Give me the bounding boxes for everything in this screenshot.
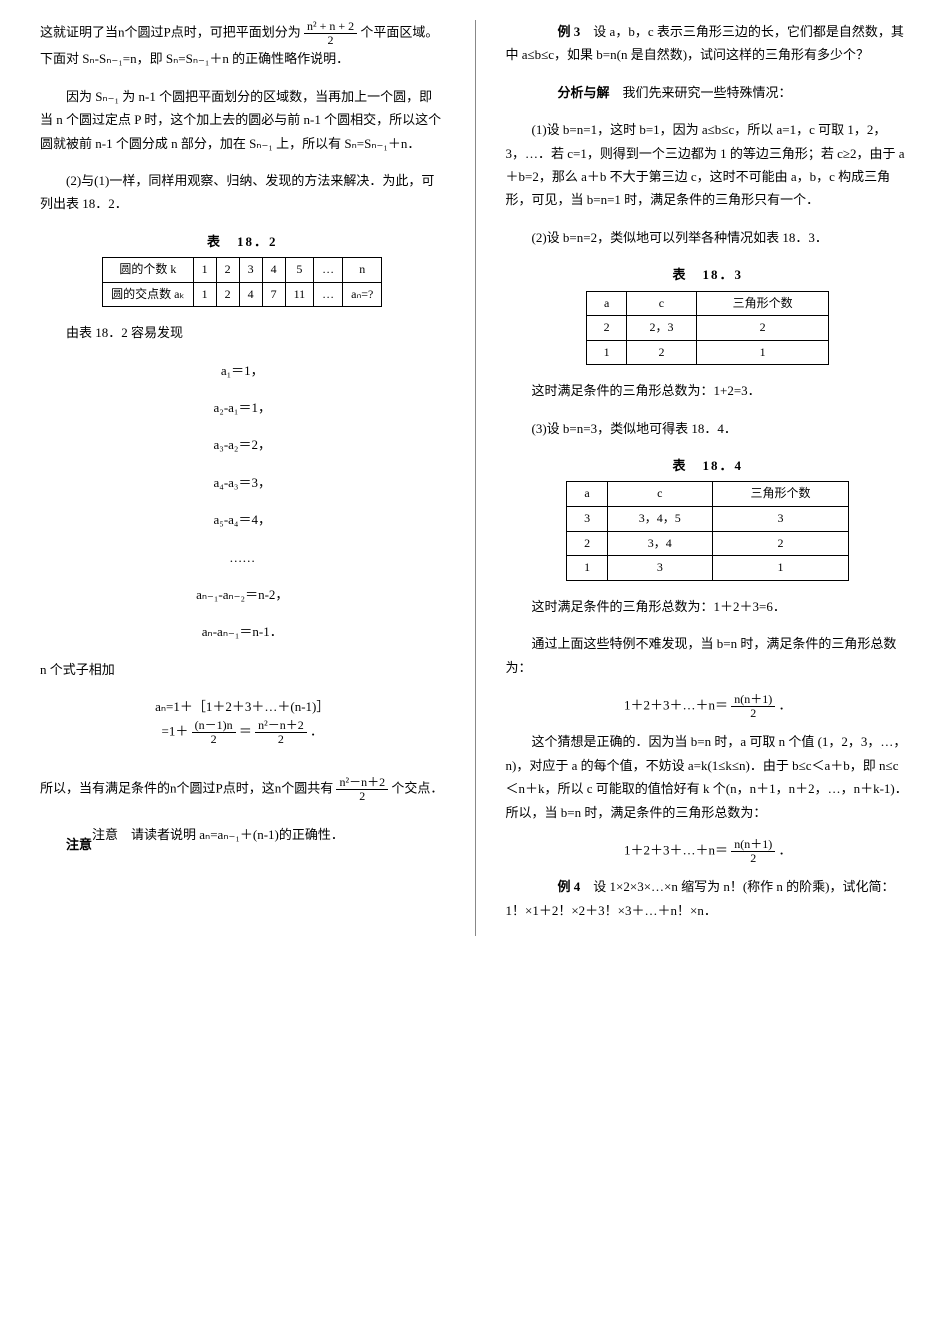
- para: (2)与(1)一样，同样用观察、归纳、发现的方法来解决．为此，可列出表 18．2…: [40, 169, 445, 216]
- left-column: 这就证明了当n个圆过P点时，可把平面划分为 n² + n + 22 个平面区域。…: [40, 20, 445, 936]
- formula: 1＋2＋3＋…＋n＝ n(n＋1)2 ．: [506, 693, 911, 720]
- para: 因为 Sₙ₋₁ 为 n-1 个圆把平面划分的区域数，当再加上一个圆，即当 n 个…: [40, 85, 445, 155]
- para: 这时满足条件的三角形总数为：1+2=3．: [506, 379, 911, 402]
- table-title: 表 18．2: [40, 230, 445, 253]
- eq: aₙ₋₁-aₙ₋₂＝n-2，: [40, 583, 445, 606]
- eq: ……: [40, 546, 445, 569]
- right-column: 例 3 例 3 设 a，b，c 表示三角形三边的长，它们都是自然数，其中 a≤b…: [506, 20, 911, 936]
- para: 这时满足条件的三角形总数为：1＋2＋3=6．: [506, 595, 911, 618]
- para: 通过上面这些特例不难发现，当 b=n 时，满足条件的三角形总数为：: [506, 632, 911, 679]
- example-3: 例 3 例 3 设 a，b，c 表示三角形三边的长，它们都是自然数，其中 a≤b…: [506, 20, 911, 67]
- table-18-4: ac三角形个数 33，4，53 23，42 131: [566, 481, 849, 580]
- example-4: 例 4 设 1×2×3×…×n 缩写为 n！(称作 n 的阶乘)，试化简：1！×…: [506, 875, 911, 922]
- formula: aₙ=1＋［1＋2＋3＋…＋(n-1)］ =1＋ (n－1)n2 ＝ n²－n＋…: [40, 695, 445, 746]
- eq: a₂-a₁＝1，: [40, 396, 445, 419]
- analysis: 分析与解 我们先来研究一些特殊情况：: [506, 81, 911, 104]
- table-title: 表 18．3: [506, 263, 911, 286]
- table-title: 表 18．4: [506, 454, 911, 477]
- para: (1)设 b=n=1，这时 b=1，因为 a≤b≤c，所以 a=1，c 可取 1…: [506, 118, 911, 212]
- eq: a₅-a₄＝4，: [40, 508, 445, 531]
- eq: a₃-a₂＝2，: [40, 433, 445, 456]
- para: 所以，当有满足条件的n个圆过P点时，这n个圆共有 n²－n＋22 个交点．: [40, 776, 445, 803]
- para: 这就证明了当n个圆过P点时，可把平面划分为 n² + n + 22 个平面区域。…: [40, 20, 445, 71]
- table-18-3: ac三角形个数 22，32 121: [586, 291, 829, 366]
- table-18-2: 圆的个数 k 1 2 3 4 5 … n 圆的交点数 aₖ 1 2 4 7 11…: [102, 257, 382, 307]
- eq: a₄-a₃＝3，: [40, 471, 445, 494]
- text: 这就证明了当n个圆过P点时，可把平面划分为: [40, 25, 301, 40]
- eq: a₁＝1，: [40, 359, 445, 382]
- para: 由表 18．2 容易发现: [40, 321, 445, 344]
- para: n 个式子相加: [40, 658, 445, 681]
- para: 这个猜想是正确的．因为当 b=n 时，a 可取 n 个值 (1，2，3，…，n)…: [506, 730, 911, 824]
- column-divider: [475, 20, 476, 936]
- formula: 1＋2＋3＋…＋n＝ n(n＋1)2 ．: [506, 838, 911, 865]
- para: (2)设 b=n=2，类似地可以列举各种情况如表 18．3．: [506, 226, 911, 249]
- fraction: n² + n + 22: [304, 20, 357, 47]
- para: (3)设 b=n=3，类似地可得表 18．4．: [506, 417, 911, 440]
- eq: aₙ-aₙ₋₁＝n-1．: [40, 620, 445, 643]
